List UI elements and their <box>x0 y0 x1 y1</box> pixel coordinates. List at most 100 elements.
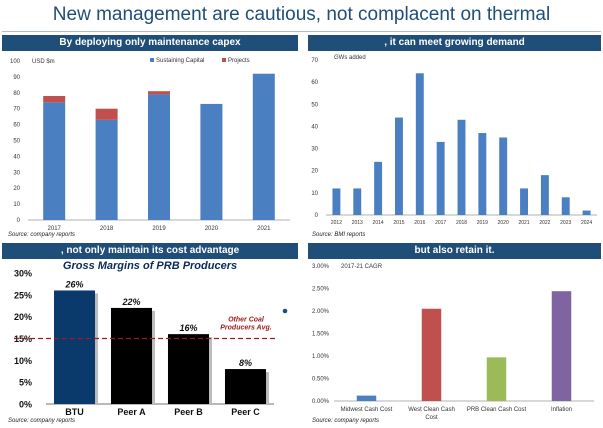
bar-cagr <box>551 291 572 401</box>
legend-swatch <box>150 58 154 62</box>
page-title: New management are cautious, not complac… <box>52 4 551 25</box>
gw-source: Source: BMI reports <box>312 232 366 238</box>
data-label: 22% <box>121 297 140 307</box>
y-tick-label: 70 <box>13 107 20 113</box>
x-tick-label: 2019 <box>152 226 166 232</box>
x-tick-label: 2021 <box>257 226 271 232</box>
y-tick-label: 1.50% <box>312 332 330 338</box>
y-tick-label: 25% <box>14 290 32 300</box>
bar-gw-added <box>353 188 362 215</box>
x-tick-label: 2018 <box>100 226 114 232</box>
reference-label: Producers Avg. <box>220 325 272 332</box>
x-tick-label: 2024 <box>581 220 592 226</box>
unit-label: USD $m <box>32 59 55 65</box>
y-tick-label: 0% <box>19 400 32 410</box>
x-tick-label: 2017 <box>48 226 62 232</box>
bar-gw-added <box>332 188 341 215</box>
capex-chart: 0 10 20 30 40 50 60 70 80 90 100 USD $m 2017 2018 2019… <box>10 58 290 232</box>
y-tick-label: 100 <box>10 59 21 65</box>
bar-sustaining-capital <box>147 94 171 220</box>
y-tick-label: 10 <box>311 191 318 197</box>
bar-gw-added <box>415 73 424 216</box>
chart-title: Gross Margins of PRB Producers <box>63 260 237 272</box>
bar-margin <box>110 307 153 404</box>
x-tick-label: 2021 <box>518 220 529 226</box>
bar-sustaining-capital <box>95 119 118 220</box>
x-tick-label: 2016 <box>414 220 425 226</box>
y-tick-label: 90 <box>13 75 20 81</box>
y-tick-label: 40 <box>13 154 20 160</box>
unit-label: 2017-21 CAGR <box>341 264 383 270</box>
bar-sustaining-capital <box>252 73 275 220</box>
legend-label: Projects <box>228 58 250 64</box>
x-tick-label: BTU <box>65 407 84 417</box>
x-tick-label: West Clean Cash <box>408 407 455 413</box>
y-tick-label: 40 <box>311 124 318 130</box>
y-tick-label: 0.00% <box>312 399 330 405</box>
gross-margins-chart: Gross Margins of PRB Producers0%5%10%15%… <box>14 260 288 417</box>
y-tick-label: 3.00% <box>312 264 330 270</box>
x-tick-label: PRB Clean Cash Cost <box>467 407 527 413</box>
gw-panel: , it can meet growing demand 0 10 20 30 40 50… <box>308 35 601 242</box>
y-tick-label: 0 <box>315 213 319 219</box>
cagr-panel-header: but also retain it. <box>308 243 601 259</box>
x-tick-label: Peer C <box>231 407 260 417</box>
bar-gw-added <box>561 197 570 215</box>
y-tick-label: 10 <box>13 202 20 208</box>
y-tick-label: 20 <box>13 186 20 192</box>
bar-margin <box>53 290 96 404</box>
y-tick-label: 1.00% <box>312 354 330 360</box>
unit-label: GWs added <box>334 55 366 61</box>
bar-gw-added <box>374 161 383 215</box>
bar-gw-added <box>478 133 487 215</box>
cagr-panel: but also retain it. 0.00% 0.50% 1.00% 1.50%… <box>308 243 601 428</box>
y-tick-label: 60 <box>13 123 20 129</box>
y-tick-label: 5% <box>19 378 32 388</box>
reference-label: Other Coal <box>228 317 265 324</box>
capex-panel-header: By deploying only maintenance capex <box>2 35 298 51</box>
x-tick-label: 2015 <box>393 220 404 226</box>
bar-gw-added <box>499 137 508 215</box>
y-tick-label: 0.50% <box>312 377 330 383</box>
bar-gw-added <box>582 210 591 215</box>
gw-added-chart: 0 10 20 30 40 50 60 70 GWs added 2012 2013 2014 2015… <box>311 55 597 226</box>
data-label: 16% <box>179 323 197 333</box>
margins-source: Source: company reports <box>8 418 76 424</box>
bar-gw-added <box>540 175 549 215</box>
x-tick-label: 2023 <box>560 220 571 226</box>
x-tick-label: 2018 <box>456 220 467 226</box>
gw-panel-header: , it can meet growing demand <box>308 35 601 51</box>
y-tick-label: 20% <box>14 312 32 322</box>
legend-swatch <box>222 58 226 62</box>
margins-panel-header: , not only maintain its cost advantage <box>2 243 298 259</box>
bar-projects <box>147 91 171 95</box>
capex-panel: By deploying only maintenance capex 0 10 2… <box>2 35 298 242</box>
x-tick-label: Cost <box>425 415 438 421</box>
bar-cagr <box>421 308 442 401</box>
y-tick-label: 10% <box>14 356 32 366</box>
bar-projects <box>95 108 118 120</box>
y-tick-label: 70 <box>311 58 318 64</box>
y-tick-label: 80 <box>13 91 20 97</box>
y-tick-label: 20 <box>311 169 318 175</box>
capex-source: Source: company reports <box>8 232 76 238</box>
x-tick-label: 2020 <box>498 220 509 226</box>
x-tick-label: 2013 <box>352 220 363 226</box>
y-tick-label: 50 <box>13 139 20 145</box>
bar-sustaining-capital <box>200 103 223 220</box>
x-tick-label: 2017 <box>435 220 446 226</box>
x-tick-label: Midwest Cash Cost <box>341 407 393 413</box>
data-label: 26% <box>64 279 83 289</box>
y-tick-label: 2.50% <box>312 287 330 293</box>
x-tick-label: Peer A <box>117 407 146 417</box>
bar-gw-added <box>520 188 528 215</box>
legend-label: Sustaining Capital <box>156 58 204 64</box>
cagr-source: Source: company reports <box>312 418 380 424</box>
bar-projects <box>43 95 66 103</box>
x-tick-label: Inflation <box>551 407 572 413</box>
y-tick-label: 2.00% <box>312 309 330 315</box>
bar-margin <box>167 334 210 404</box>
x-tick-label: 2020 <box>205 226 219 232</box>
bar-sustaining-capital <box>43 102 66 220</box>
bar-gw-added <box>395 117 403 215</box>
